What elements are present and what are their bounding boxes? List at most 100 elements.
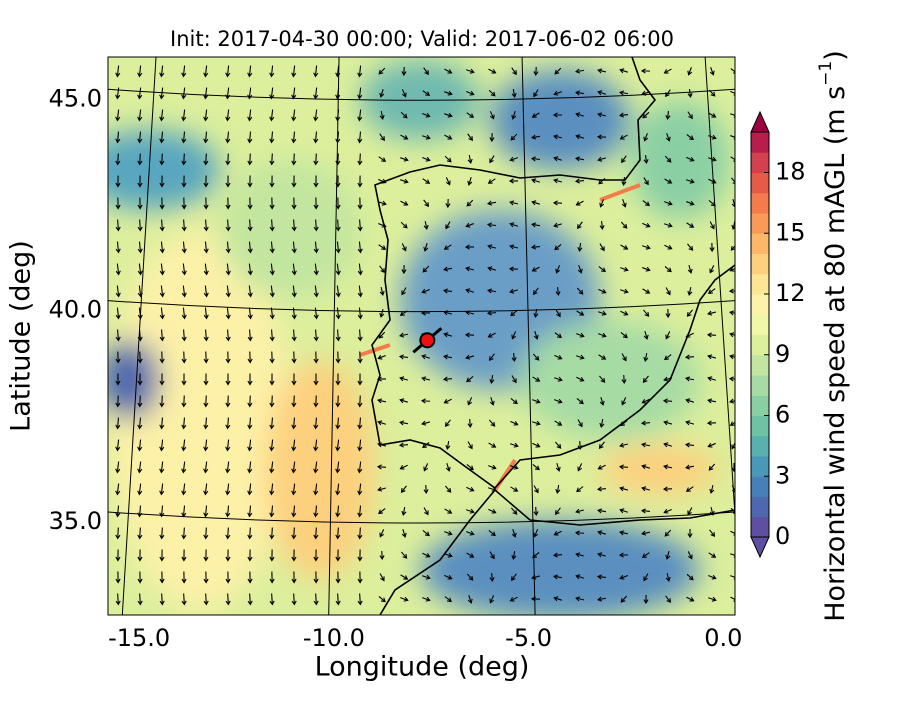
wind-arrow — [203, 373, 209, 386]
wind-arrow — [442, 376, 453, 382]
wind-arrow — [707, 398, 717, 404]
wind-arrow — [313, 505, 319, 518]
wind-arrow — [729, 354, 735, 360]
wind-arrow — [225, 109, 231, 122]
wind-arrow — [159, 219, 165, 232]
wind-arrow — [225, 241, 231, 254]
wind-arrow — [467, 154, 473, 164]
wind-arrow — [335, 571, 341, 584]
wind-arrow — [510, 420, 519, 426]
wind-arrow — [203, 593, 209, 606]
wind-arrow — [247, 219, 253, 232]
wind-arrow — [552, 112, 563, 118]
wind-arrow — [706, 420, 717, 426]
wind-arrow — [313, 131, 319, 144]
wind-arrow — [640, 508, 651, 514]
wind-arrow — [708, 574, 717, 580]
wind-arrow — [729, 332, 735, 338]
wind-arrow — [532, 376, 541, 382]
wind-arrow — [554, 398, 563, 404]
wind-arrow — [487, 288, 497, 294]
wind-arrow — [467, 133, 473, 142]
wind-arrow — [400, 596, 409, 602]
wind-arrow — [466, 486, 475, 492]
wind-arrow — [466, 199, 474, 207]
wind-arrow — [335, 329, 341, 342]
wind-arrow — [379, 265, 386, 274]
wind-arrow — [465, 222, 474, 228]
wind-arrow — [466, 112, 475, 118]
wind-arrow — [686, 596, 695, 602]
wind-arrow — [531, 222, 541, 228]
wind-arrow — [598, 266, 606, 273]
wind-arrow — [618, 464, 629, 470]
wind-arrow — [203, 153, 209, 166]
wind-arrow — [203, 175, 209, 188]
wind-arrow — [445, 440, 451, 450]
wind-arrow — [269, 549, 275, 562]
wind-arrow — [488, 353, 495, 362]
wind-arrow — [575, 200, 584, 206]
wind-arrow — [269, 439, 275, 452]
wind-arrow — [313, 593, 319, 606]
wind-arrow — [291, 351, 297, 364]
wind-arrow — [269, 263, 275, 276]
wind-arrow — [422, 134, 431, 140]
wind-arrow — [269, 461, 275, 474]
wind-arrow — [335, 219, 341, 232]
wind-arrow — [159, 417, 165, 430]
wind-arrow — [664, 529, 672, 537]
wind-arrow — [115, 549, 121, 562]
wind-arrow — [467, 595, 473, 604]
wind-arrow — [553, 222, 562, 228]
wind-arrow — [247, 395, 253, 408]
wind-arrow — [708, 112, 717, 118]
wind-arrow — [421, 288, 430, 294]
wind-arrow — [576, 376, 585, 382]
wind-arrow — [665, 133, 671, 142]
wind-arrow — [576, 310, 585, 316]
wind-arrow — [730, 575, 735, 580]
wind-arrow — [291, 241, 297, 254]
parallel — [108, 300, 735, 313]
wind-arrow — [159, 329, 165, 342]
wind-arrow — [247, 571, 253, 584]
wind-arrow — [421, 354, 430, 360]
wind-arrow — [137, 395, 143, 408]
wind-arrow — [247, 329, 253, 342]
wind-arrow — [489, 155, 495, 164]
wind-arrow — [574, 68, 585, 74]
wind-arrow — [599, 397, 605, 406]
wind-arrow — [597, 596, 607, 602]
wind-arrow — [269, 197, 275, 210]
wind-arrow — [467, 177, 473, 186]
wind-arrow — [709, 484, 715, 494]
wind-arrow — [225, 417, 231, 430]
wind-arrow — [269, 351, 275, 364]
wind-arrow — [598, 354, 607, 360]
wind-arrow — [488, 89, 496, 97]
colorbar-level — [751, 233, 769, 254]
wind-arrow — [596, 486, 607, 492]
wind-arrow — [181, 131, 187, 144]
wind-arrow — [685, 376, 695, 382]
wind-arrow — [378, 596, 386, 603]
wind-arrow — [401, 529, 407, 538]
wind-arrow — [488, 530, 496, 537]
colorbar-level — [751, 132, 769, 153]
colorbar-level — [751, 314, 769, 335]
wind-arrow — [663, 68, 672, 74]
meridian — [121, 57, 157, 615]
colorbar-level — [751, 415, 769, 437]
wind-arrow — [247, 241, 253, 254]
wind-arrow — [686, 222, 695, 228]
wind-arrow — [508, 266, 519, 272]
wind-arrow — [357, 527, 363, 540]
wind-arrow — [422, 552, 431, 558]
wind-arrow — [115, 351, 121, 364]
wind-arrow — [203, 197, 209, 210]
wind-arrow — [642, 266, 651, 272]
wind-arrow — [400, 200, 409, 206]
wind-arrow — [687, 111, 693, 120]
wind-arrow — [181, 175, 187, 188]
